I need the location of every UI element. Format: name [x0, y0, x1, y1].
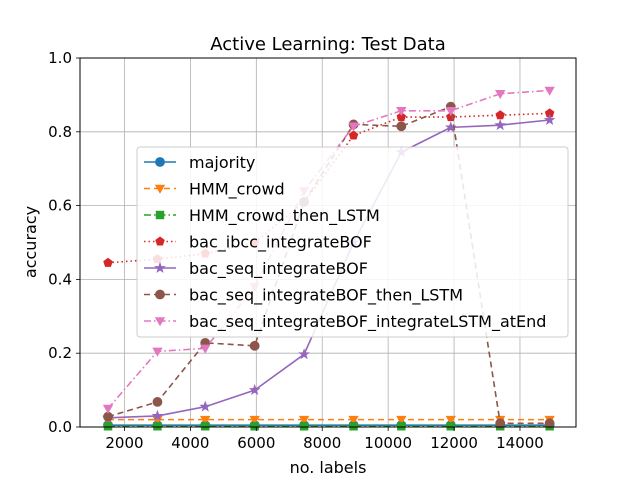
legend-label: bac_seq_integrateBOF_then_LSTM — [189, 286, 463, 306]
data-point — [544, 418, 555, 429]
data-point — [298, 348, 310, 360]
data-point — [250, 422, 259, 431]
legend-item: HMM_crowd — [144, 180, 285, 200]
legend-label: bac_ibcc_integrateBOF — [189, 233, 372, 253]
data-point — [349, 422, 358, 431]
data-point — [397, 422, 406, 431]
data-point — [495, 90, 506, 100]
legend-item: bac_seq_integrateBOF_integrateLSTM_atEnd — [144, 312, 546, 332]
y-tick-label: 1.0 — [48, 49, 72, 67]
x-tick-label: 6000 — [237, 434, 275, 452]
legend-item: bac_seq_integrateBOF — [144, 259, 368, 279]
legend-item: HMM_crowd_then_LSTM — [144, 206, 380, 226]
data-point — [249, 415, 260, 425]
legend-marker — [154, 261, 166, 273]
y-tick-label: 0.8 — [48, 123, 72, 141]
data-point — [102, 404, 114, 414]
legend: majority HMM_crowd HMM_crowd_then_LSTM bac_… — [136, 146, 569, 338]
data-point — [543, 113, 556, 125]
legend-marker — [154, 317, 166, 327]
x-tick-label: 10000 — [364, 434, 412, 452]
data-point — [445, 415, 456, 425]
data-point — [445, 106, 456, 117]
x-tick-label: 12000 — [430, 434, 478, 452]
y-tick-label: 0.0 — [48, 418, 72, 436]
data-point — [103, 422, 113, 431]
data-point — [544, 86, 555, 96]
data-point — [199, 400, 212, 412]
legend-marker — [155, 236, 165, 246]
y-tick-label: 0.4 — [48, 270, 72, 288]
data-point — [495, 110, 505, 120]
x-tick-label: 14000 — [496, 434, 544, 452]
legend-label: HMM_crowd_then_LSTM — [189, 206, 380, 226]
x-tick-label: 4000 — [171, 434, 209, 452]
data-point — [153, 422, 162, 431]
data-point — [396, 112, 407, 122]
y-tick-label: 0.6 — [48, 197, 72, 215]
data-point — [348, 122, 359, 132]
legend-marker — [155, 157, 165, 167]
y-axis-label: accuracy — [21, 206, 40, 278]
data-point — [201, 422, 210, 431]
data-point — [396, 121, 407, 132]
legend-marker — [155, 289, 165, 300]
data-point — [348, 130, 359, 140]
legend-label: bac_seq_integrateBOF_integrateLSTM_atEnd — [189, 312, 546, 332]
data-point — [348, 415, 359, 425]
data-point — [495, 418, 506, 429]
data-point — [248, 383, 261, 396]
data-point — [152, 347, 163, 357]
legend-label: majority — [189, 153, 255, 172]
legend-item: majority — [144, 153, 255, 172]
data-point — [396, 415, 407, 425]
data-point — [200, 344, 211, 354]
x-tick-label: 8000 — [303, 434, 341, 452]
y-tick-label: 0.2 — [48, 344, 72, 362]
data-point — [298, 415, 310, 425]
data-point — [249, 340, 260, 351]
x-axis-label: no. labels — [290, 458, 367, 477]
legend-item: bac_seq_integrateBOF_then_LSTM — [144, 286, 463, 306]
data-point — [396, 106, 407, 117]
data-point — [152, 397, 163, 407]
legend-label: HMM_crowd — [189, 180, 285, 200]
axis-ticks: 2000 4000 6000 8000 10000 12000 14000 0.0 0.2 0.4… — [48, 49, 544, 452]
data-point — [103, 257, 113, 267]
data-point — [446, 422, 455, 431]
data-point — [200, 415, 211, 425]
data-point — [494, 119, 507, 131]
legend-label: bac_seq_integrateBOF — [189, 259, 368, 279]
legend-marker — [154, 184, 166, 194]
plot-frame — [79, 57, 577, 428]
legend-item: bac_ibcc_integrateBOF — [144, 233, 372, 253]
legend-marker — [155, 210, 165, 220]
data-point — [151, 409, 164, 421]
chart-title: Active Learning: Test Data — [210, 34, 445, 55]
legend-box — [136, 146, 569, 338]
x-tick-label: 2000 — [105, 434, 143, 452]
data-point — [299, 422, 309, 431]
